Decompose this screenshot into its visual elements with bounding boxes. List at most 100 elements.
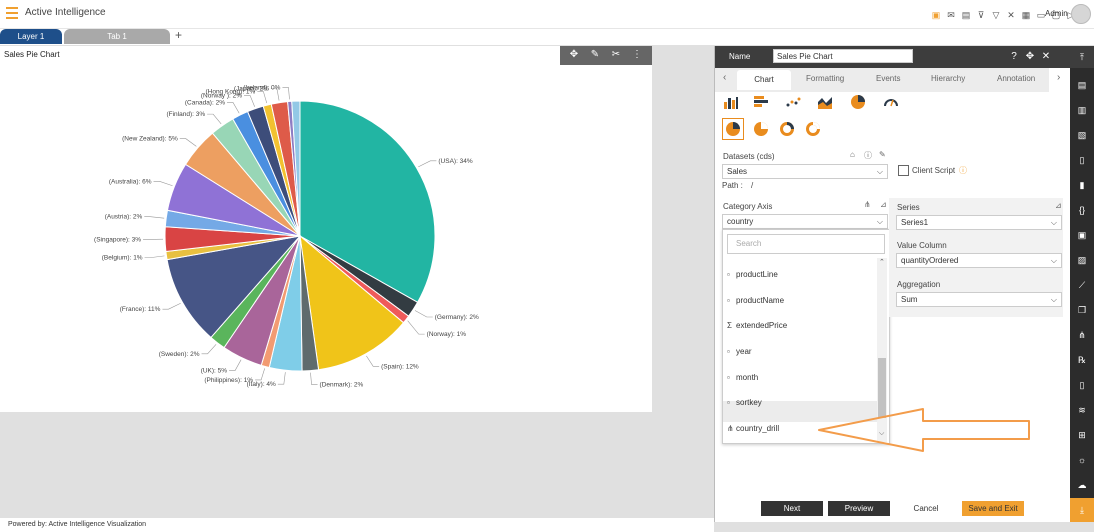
tab-formatting[interactable]: Formatting bbox=[806, 74, 845, 83]
list-item[interactable]: ▫ year bbox=[727, 347, 752, 356]
grid-icon[interactable]: ▦ bbox=[1021, 10, 1031, 20]
document-icon[interactable]: ▯ bbox=[1079, 155, 1085, 165]
cloud-icon[interactable]: ☁ bbox=[1077, 480, 1087, 490]
list-item-label: productLine bbox=[736, 270, 778, 279]
pie-slice[interactable] bbox=[291, 100, 301, 237]
monitor-icon[interactable]: ▭ bbox=[1036, 10, 1046, 20]
series-value: Series1 bbox=[901, 218, 929, 227]
series-pin-icon[interactable]: ⊿ bbox=[1055, 201, 1062, 210]
preview-button[interactable]: Preview bbox=[828, 501, 890, 516]
comment-icon[interactable]: ▤ bbox=[961, 10, 971, 20]
home-icon[interactable]: ⌂ bbox=[850, 150, 855, 159]
edit-icon[interactable]: ✎ bbox=[590, 49, 600, 60]
mail-icon[interactable]: ✉ bbox=[947, 10, 955, 20]
braces-icon[interactable]: {} bbox=[1078, 205, 1085, 215]
report-icon[interactable]: ▤ bbox=[1077, 80, 1087, 90]
move-icon[interactable]: ✥ bbox=[569, 49, 579, 60]
pie-variant-icon[interactable] bbox=[725, 121, 741, 137]
cancel-button[interactable]: Cancel bbox=[895, 501, 957, 516]
pie-slice[interactable] bbox=[299, 234, 405, 371]
file-icon[interactable]: ▮ bbox=[1079, 180, 1085, 190]
bar-chart-icon[interactable] bbox=[723, 94, 739, 110]
pie-chart-type-icon[interactable] bbox=[850, 94, 866, 110]
pie-slice[interactable] bbox=[299, 100, 436, 303]
hbar-chart-icon[interactable] bbox=[753, 94, 769, 110]
next-button[interactable]: Next bbox=[761, 501, 823, 516]
image-icon[interactable]: ▧ bbox=[1077, 130, 1087, 140]
client-script-checkbox[interactable] bbox=[898, 165, 909, 176]
gauge-chart-icon[interactable] bbox=[883, 94, 899, 110]
save-and-exit-button[interactable]: Save and Exit bbox=[962, 501, 1024, 516]
tabs-prev-icon[interactable]: ‹ bbox=[723, 72, 727, 83]
tab-layer-1[interactable]: Layer 1 bbox=[0, 29, 62, 44]
clipboard-icon[interactable]: ▯ bbox=[1079, 380, 1085, 390]
list-item-label: country_drill bbox=[736, 424, 780, 433]
list-item[interactable]: ⋔ country_drill bbox=[727, 424, 779, 433]
play-icon[interactable]: ▷ bbox=[1066, 10, 1076, 20]
tab-annotation[interactable]: Annotation bbox=[997, 74, 1036, 83]
photo-icon[interactable]: ▣ bbox=[1077, 230, 1087, 240]
present-icon[interactable]: ▢ bbox=[1051, 10, 1061, 20]
copy-icon[interactable]: ❐ bbox=[1077, 305, 1087, 315]
pie-leader-line bbox=[244, 95, 255, 107]
pin-icon[interactable]: ⊿ bbox=[880, 200, 887, 209]
avatar[interactable] bbox=[1071, 4, 1091, 24]
tab-chart[interactable]: Chart bbox=[737, 70, 791, 90]
list-item[interactable]: ▫ month bbox=[727, 373, 758, 382]
client-script-info-icon[interactable]: ⓘ bbox=[959, 166, 967, 175]
scroll-up-icon[interactable]: ⌃ bbox=[879, 259, 885, 266]
dataset-select[interactable]: Sales ⌵ bbox=[722, 164, 888, 179]
pie-variant-2-icon[interactable] bbox=[753, 121, 769, 137]
list-item[interactable]: ▫ productLine bbox=[727, 270, 778, 279]
value-column-select[interactable]: quantityOrdered ⌵ bbox=[896, 253, 1062, 268]
help-icon[interactable]: ? bbox=[1011, 51, 1017, 62]
area-chart-icon[interactable] bbox=[817, 94, 833, 110]
filter-icon[interactable]: ▽ bbox=[992, 10, 1000, 20]
series-select[interactable]: Series1 ⌵ bbox=[896, 215, 1062, 230]
tab-tab-1[interactable]: Tab 1 bbox=[64, 29, 170, 44]
widgets-icon[interactable]: ⊞ bbox=[1078, 430, 1086, 440]
layers-icon[interactable]: ≋ bbox=[1078, 405, 1086, 415]
alert-icon[interactable]: ☼ bbox=[1077, 455, 1087, 465]
scatter-chart-icon[interactable] bbox=[785, 94, 801, 110]
tabs-next-icon[interactable]: › bbox=[1057, 72, 1061, 83]
tab-hierarchy[interactable]: Hierarchy bbox=[931, 74, 966, 83]
more-icon[interactable]: ⋮ bbox=[632, 49, 642, 60]
add-tab-icon[interactable]: + bbox=[175, 28, 183, 42]
shuffle-icon[interactable]: ✕ bbox=[1007, 10, 1015, 20]
dropdown-scrollbar[interactable]: ⌃ ⌵ bbox=[877, 258, 887, 442]
dropdown-search-input[interactable]: Search bbox=[727, 234, 885, 254]
hierarchy-icon[interactable]: ⋔ bbox=[864, 200, 871, 209]
tools-icon[interactable]: ✂ bbox=[611, 49, 621, 60]
tab-events[interactable]: Events bbox=[876, 74, 901, 83]
gallery-icon[interactable]: ▨ bbox=[1077, 255, 1087, 265]
edit-dataset-icon[interactable]: ✎ bbox=[879, 150, 886, 159]
collapse-up-icon[interactable]: ⤒ bbox=[1080, 52, 1084, 62]
donut-variant-icon[interactable] bbox=[779, 121, 795, 137]
top-bar: Active Intelligence ▣ ✉ ▤ ⊽ ▽ ✕ ▦ ▭ ▢ ▷ … bbox=[0, 0, 1094, 29]
name-input[interactable]: Sales Pie Chart bbox=[773, 49, 913, 63]
download-icon[interactable]: ⤓ bbox=[1080, 505, 1084, 515]
rx-icon[interactable]: ℞ bbox=[1077, 355, 1087, 365]
chart-icon[interactable]: ▥ bbox=[1077, 105, 1087, 115]
list-item[interactable]: ▫ productName bbox=[727, 296, 784, 305]
save-icon[interactable]: ▣ bbox=[931, 10, 941, 20]
org-chart-icon[interactable]: ⋔ bbox=[1078, 330, 1086, 340]
pie-slice[interactable] bbox=[166, 235, 302, 339]
move-icon[interactable]: ✥ bbox=[1025, 51, 1035, 62]
filter-clear-icon[interactable]: ⊽ bbox=[977, 10, 985, 20]
pie-slice-label: (Norway): 1% bbox=[427, 331, 467, 338]
category-axis-select[interactable]: country ⌵ bbox=[722, 214, 888, 229]
line-chart-icon[interactable]: ⟋ bbox=[1078, 280, 1086, 290]
scroll-down-icon[interactable]: ⌵ bbox=[879, 430, 885, 437]
menu-icon[interactable] bbox=[6, 7, 18, 19]
calendar-icon: ▫ bbox=[727, 347, 730, 356]
aggregation-select[interactable]: Sum ⌵ bbox=[896, 292, 1062, 307]
info-icon[interactable]: ⓘ bbox=[864, 151, 872, 160]
donut-variant-2-icon[interactable] bbox=[805, 121, 821, 137]
close-icon[interactable]: ✕ bbox=[1041, 51, 1051, 62]
list-item[interactable]: ▫ sortkey bbox=[727, 398, 762, 407]
scrollbar-thumb[interactable] bbox=[878, 358, 886, 418]
